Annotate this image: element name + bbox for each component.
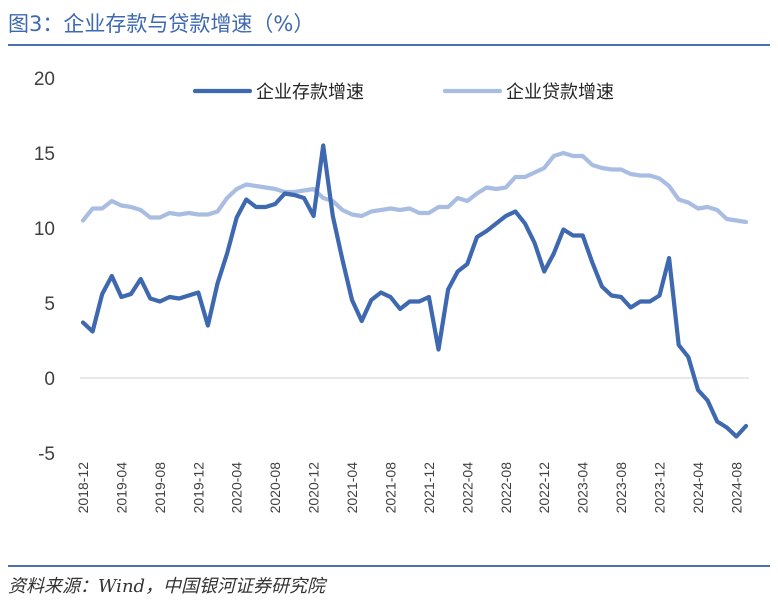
- y-tick-label: 20: [34, 69, 55, 90]
- x-tick-label: 2022-04: [459, 462, 475, 514]
- deposit-growth-line: [80, 143, 749, 439]
- x-axis: 2018-12 2019-04 2019-08 2019-12 2020-04 2020-…: [75, 462, 744, 514]
- x-tick-label: 2024-08: [728, 462, 744, 514]
- x-tick-label: 2022-08: [498, 462, 514, 514]
- x-tick-label: 2019-12: [190, 462, 206, 514]
- source-note: 资料来源：Wind，中国银河证券研究院: [8, 576, 326, 597]
- x-tick-label: 2022-12: [536, 462, 552, 514]
- x-tick-label: 2020-04: [229, 462, 245, 514]
- legend-deposit-label: 企业存款增速: [256, 82, 364, 103]
- title-divider: [8, 44, 770, 46]
- x-tick-label: 2021-08: [382, 462, 398, 514]
- y-axis: -5 0 5 10 15 20: [34, 69, 55, 465]
- x-tick-label: 2023-08: [613, 462, 629, 514]
- y-tick-label: -5: [38, 444, 55, 465]
- x-tick-label: 2021-12: [421, 462, 437, 514]
- chart-title: 图3：企业存款与贷款增速（%）: [8, 12, 315, 36]
- series-layer: [80, 143, 749, 439]
- y-tick-label: 5: [44, 294, 55, 315]
- x-tick-label: 2021-04: [344, 462, 360, 514]
- y-tick-label: 0: [44, 369, 55, 390]
- loan-growth-line: [80, 150, 749, 225]
- x-tick-label: 2019-08: [152, 462, 168, 514]
- x-tick-label: 2020-12: [306, 462, 322, 514]
- chart-legend: 企业存款增速 企业贷款增速: [192, 82, 614, 103]
- x-tick-label: 2024-04: [690, 462, 706, 514]
- x-tick-label: 2023-04: [575, 462, 591, 514]
- y-tick-label: 10: [34, 219, 55, 240]
- x-tick-label: 2019-04: [113, 462, 129, 514]
- legend-loan-label: 企业贷款增速: [506, 82, 614, 103]
- footer-divider: [8, 565, 770, 567]
- x-tick-label: 2020-08: [267, 462, 283, 514]
- x-tick-label: 2023-12: [652, 462, 668, 514]
- x-tick-label: 2018-12: [75, 462, 91, 514]
- y-tick-label: 15: [34, 144, 55, 165]
